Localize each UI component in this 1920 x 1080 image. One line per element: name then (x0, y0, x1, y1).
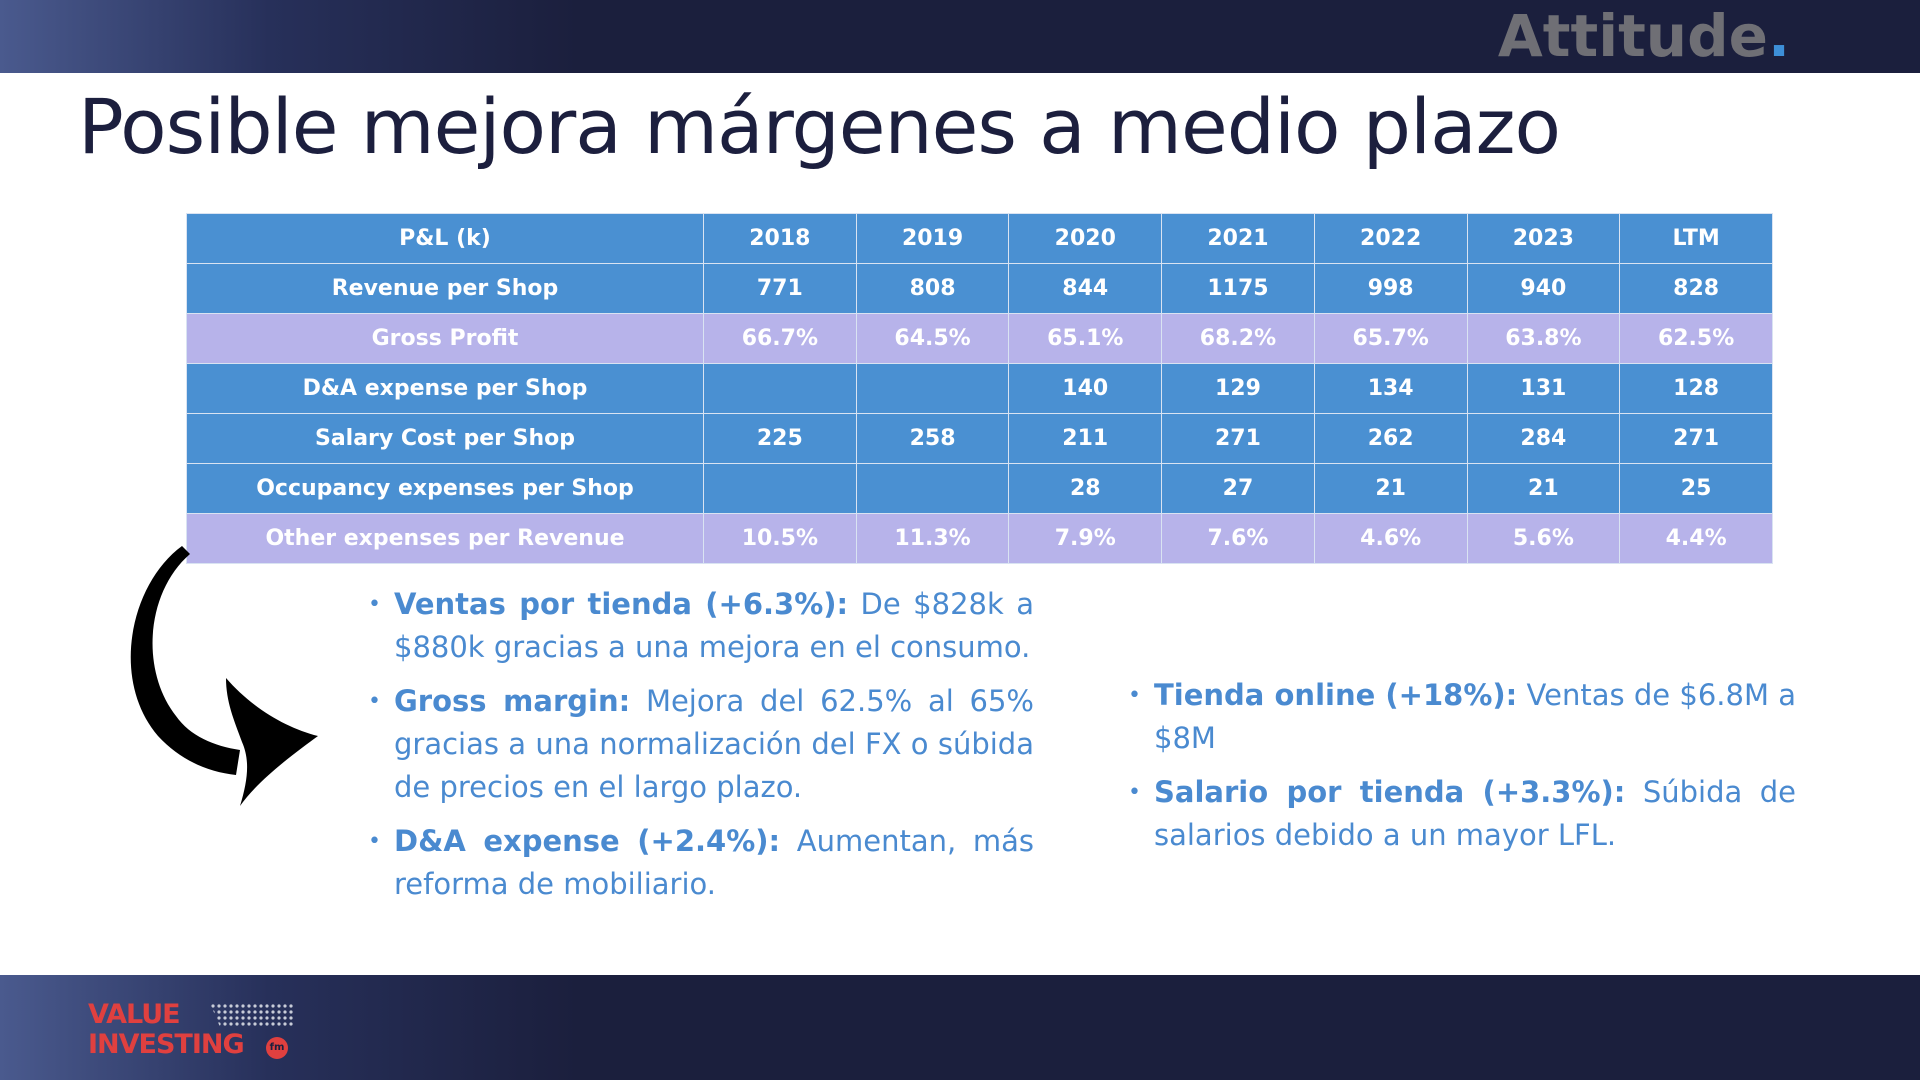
curved-arrow-icon (130, 546, 318, 806)
right-bullet-list: • Tienda online (+18%): Ventas de $6.8M a… (1128, 674, 1796, 868)
bullet-text: Aumentan, más reforma de mobiliario. (394, 824, 1034, 901)
bullet-text: Súbida de salarios debido a un mayor LFL… (1154, 775, 1797, 852)
table-row: Revenue per Shop 771 808 844 1175 998 94… (186, 263, 1773, 314)
table-header-row: P&L (k) 2018 2019 2020 2021 2022 2023 LT… (186, 213, 1773, 264)
table-cell: 27 (1161, 463, 1315, 514)
table-header-cell: 2021 (1161, 213, 1315, 264)
row-label: Other expenses per Revenue (186, 513, 704, 564)
row-label: Occupancy expenses per Shop (186, 463, 704, 514)
list-item: • Tienda online (+18%): Ventas de $6.8M a… (1128, 674, 1796, 760)
table-cell: 25 (1619, 463, 1773, 514)
table-cell: 21 (1466, 463, 1621, 514)
table-cell: 258 (855, 413, 1010, 464)
table-header-cell: 2022 (1313, 213, 1468, 264)
table-cell: 271 (1619, 413, 1773, 464)
table-cell: 7.6% (1161, 513, 1315, 564)
table-cell: 771 (703, 263, 857, 314)
table-cell: 4.6% (1313, 513, 1468, 564)
table-header-cell: LTM (1619, 213, 1773, 264)
bullet-lead: D&A expense (+2.4%): (394, 824, 781, 858)
table-row: Other expenses per Revenue 10.5% 11.3% 7… (186, 513, 1773, 564)
table-row: Gross Profit 66.7% 64.5% 65.1% 68.2% 65.… (186, 313, 1773, 364)
table-header-cell: 2018 (703, 213, 857, 264)
table-cell: 828 (1619, 263, 1773, 314)
table-row: Occupancy expenses per Shop 28 27 21 21 … (186, 463, 1773, 514)
table-header-cell: 2023 (1466, 213, 1621, 264)
logo-line-2: INVESTING (88, 1029, 245, 1060)
brand-dot: . (1767, 2, 1790, 70)
bullet-text: Ventas de $6.8M a $8M (1154, 678, 1797, 755)
table-cell: 66.7% (703, 313, 857, 364)
logo-line-1: VALUE (88, 999, 181, 1030)
bullet-lead: Gross margin: (394, 684, 631, 718)
table-cell: 65.1% (1008, 313, 1163, 364)
table-cell: 4.4% (1619, 513, 1773, 564)
value-investing-logo: VALUE INVESTING fm (88, 1000, 298, 1062)
table-cell: 844 (1008, 263, 1163, 314)
table-row: D&A expense per Shop 140 129 134 131 128 (186, 363, 1773, 414)
table-cell: 63.8% (1466, 313, 1621, 364)
row-label: Gross Profit (186, 313, 704, 364)
table-cell: 211 (1008, 413, 1163, 464)
bullet-dot-icon: • (368, 689, 381, 714)
bullet-text: De $828k a $880k gracias a una mejora en… (394, 587, 1034, 664)
table-cell (703, 463, 857, 514)
footer-band (0, 975, 1920, 1080)
bullet-lead: Salario por tienda (+3.3%): (1154, 775, 1626, 809)
table-cell: 998 (1313, 263, 1468, 314)
table-cell: 129 (1161, 363, 1315, 414)
row-label: Revenue per Shop (186, 263, 704, 314)
row-label: Salary Cost per Shop (186, 413, 704, 464)
list-item: • Salario por tienda (+3.3%): Súbida de s… (1128, 771, 1796, 857)
table-cell: 128 (1619, 363, 1773, 414)
bullet-lead: Tienda online (+18%): (1154, 678, 1518, 712)
table-cell: 225 (703, 413, 857, 464)
table-cell: 1175 (1161, 263, 1315, 314)
table-cell (855, 463, 1010, 514)
table-cell: 284 (1466, 413, 1621, 464)
list-item: • D&A expense (+2.4%): Aumentan, más refo… (368, 820, 1034, 906)
table-cell: 134 (1313, 363, 1468, 414)
table-cell: 21 (1313, 463, 1468, 514)
bullet-dot-icon: • (368, 829, 381, 854)
table-cell: 262 (1313, 413, 1468, 464)
bullet-dot-icon: • (1128, 683, 1141, 708)
logo-pattern-icon (210, 1003, 294, 1027)
list-item: • Ventas por tienda (+6.3%): De $828k a $… (368, 583, 1034, 669)
pl-table: P&L (k) 2018 2019 2020 2021 2022 2023 LT… (186, 213, 1773, 564)
table-row: Salary Cost per Shop 225 258 211 271 262… (186, 413, 1773, 464)
bullet-dot-icon: • (368, 592, 381, 617)
row-label: D&A expense per Shop (186, 363, 704, 414)
table-header-cell: P&L (k) (186, 213, 704, 264)
brand-wordmark: Attitude. (1498, 2, 1790, 70)
table-cell: 11.3% (855, 513, 1010, 564)
left-bullet-list: • Ventas por tienda (+6.3%): De $828k a $… (368, 583, 1034, 917)
table-cell: 5.6% (1466, 513, 1621, 564)
table-cell: 62.5% (1619, 313, 1773, 364)
brand-text: Attitude (1497, 2, 1768, 70)
bullet-text: Mejora del 62.5% al 65% gracias a una no… (394, 684, 1034, 804)
table-cell: 64.5% (855, 313, 1010, 364)
list-item: • Gross margin: Mejora del 62.5% al 65% g… (368, 680, 1034, 809)
table-cell: 65.7% (1313, 313, 1468, 364)
table-cell: 940 (1466, 263, 1621, 314)
table-header-cell: 2019 (855, 213, 1010, 264)
logo-badge: fm (266, 1037, 288, 1059)
bullet-lead: Ventas por tienda (+6.3%): (394, 587, 849, 621)
table-cell: 28 (1008, 463, 1163, 514)
table-cell: 131 (1466, 363, 1621, 414)
table-cell (703, 363, 857, 414)
slide-title: Posible mejora márgenes a medio plazo (78, 82, 1561, 171)
table-cell: 68.2% (1161, 313, 1315, 364)
table-cell: 7.9% (1008, 513, 1163, 564)
table-cell: 808 (855, 263, 1010, 314)
table-header-cell: 2020 (1008, 213, 1163, 264)
table-cell: 271 (1161, 413, 1315, 464)
header-band (0, 0, 1920, 73)
table-cell: 10.5% (703, 513, 857, 564)
table-cell: 140 (1008, 363, 1163, 414)
table-cell (855, 363, 1010, 414)
bullet-dot-icon: • (1128, 780, 1141, 805)
